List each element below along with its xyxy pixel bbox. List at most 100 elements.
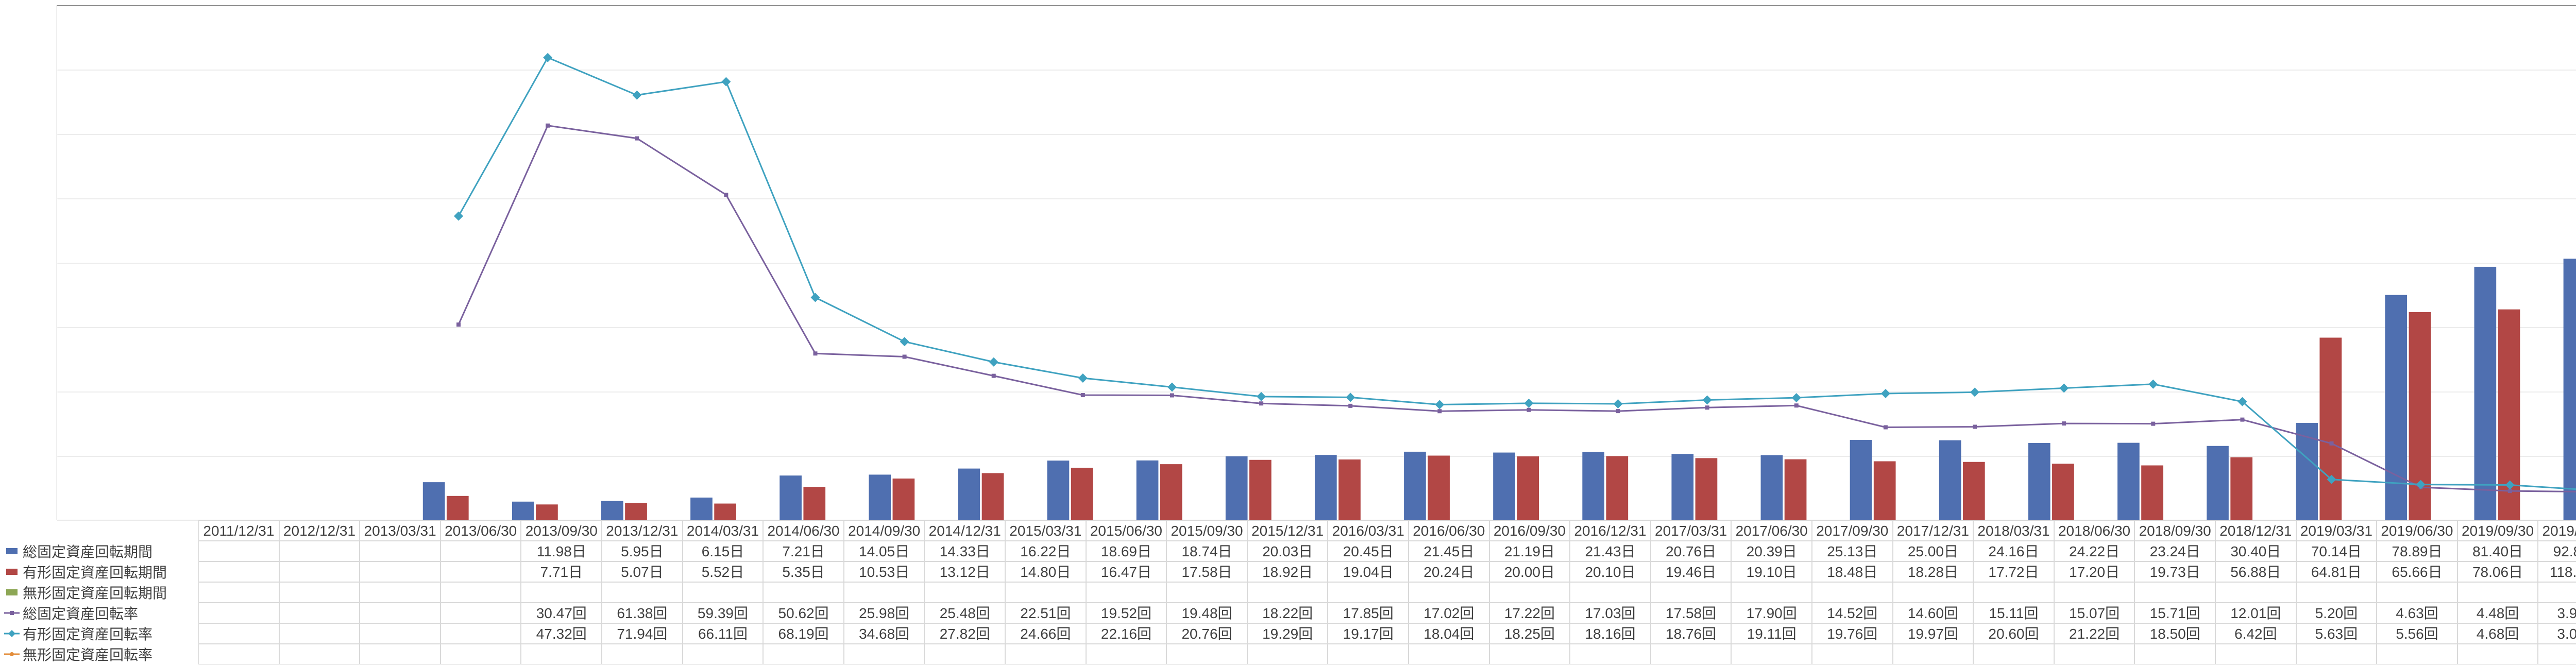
table-cell: 5.07日 [602, 561, 683, 582]
table-cell: 15.11回 [1973, 603, 2054, 623]
table-cell [924, 644, 1005, 664]
table-cell: 20.76回 [1166, 623, 1247, 644]
table-cell: 12.01回 [2215, 603, 2296, 623]
table-cell [1489, 582, 1570, 603]
table-cell: 20.03日 [1247, 541, 1328, 561]
table-cell: 64.81日 [2296, 561, 2377, 582]
table-cell: 18.25回 [1489, 623, 1570, 644]
legend-label: 総固定資産回転期間 [23, 541, 152, 561]
table-cell [2296, 582, 2377, 603]
table-cell: 21.22回 [2054, 623, 2135, 644]
table-cell [1328, 582, 1409, 603]
table-header-cell: 2014/09/30 [844, 520, 925, 541]
table-cell: 70.14日 [2296, 541, 2377, 561]
table-cell: 78.06日 [2458, 561, 2538, 582]
table-row: 有形固定資産回転期間7.71日5.07日5.52日5.35日10.53日13.1… [0, 561, 2576, 582]
table-cell [763, 644, 844, 664]
table-cell: 18.74日 [1166, 541, 1247, 561]
table-cell: 16.47日 [1086, 561, 1167, 582]
table-header-cell: 2014/12/31 [924, 520, 1005, 541]
table-cell [1812, 644, 1893, 664]
table-cell [198, 561, 279, 582]
table-cell [2215, 582, 2296, 603]
table-header-cell: 2016/03/31 [1328, 520, 1409, 541]
table-cell [2054, 582, 2135, 603]
table-cell: 3.93回 [2538, 603, 2576, 623]
table-cell [360, 582, 440, 603]
table-cell [2377, 582, 2458, 603]
table-cell [1812, 582, 1893, 603]
table-cell: 23.24日 [2134, 541, 2215, 561]
table-cell: 19.97回 [1893, 623, 1974, 644]
table-cell [1893, 582, 1974, 603]
table-cell [440, 623, 521, 644]
table-cell: 14.60回 [1893, 603, 1974, 623]
legend-marker-icon [4, 547, 20, 555]
table-header-cell: 2013/12/31 [602, 520, 683, 541]
table-header-cell: 2013/03/31 [360, 520, 440, 541]
table-cell [360, 603, 440, 623]
table-cell: 14.80日 [1005, 561, 1086, 582]
table-cell [198, 623, 279, 644]
table-cell: 25.48回 [924, 603, 1005, 623]
table-cell: 18.04回 [1409, 623, 1489, 644]
table-header-cell: 2016/12/31 [1570, 520, 1651, 541]
table-cell: 65.66日 [2377, 561, 2458, 582]
table-row: 無形固定資産回転期間18.07日無形固定資産回転期間 [0, 582, 2576, 603]
table-cell [360, 541, 440, 561]
table-cell [440, 582, 521, 603]
table-cell [2134, 582, 2215, 603]
table-header-cell: 2016/06/30 [1409, 520, 1489, 541]
table-header-cell: 2013/09/30 [521, 520, 602, 541]
table-cell: 50.62回 [763, 603, 844, 623]
data-table: 2011/12/312012/12/312013/03/312013/06/30… [0, 520, 2576, 664]
table-cell [279, 582, 360, 603]
table-cell: 17.72日 [1973, 561, 2054, 582]
table-cell: 7.21日 [763, 541, 844, 561]
table-cell: 78.89日 [2377, 541, 2458, 561]
table-cell: 18.48日 [1812, 561, 1893, 582]
table-header-cell: 2017/12/31 [1893, 520, 1974, 541]
table-cell: 25.13日 [1812, 541, 1893, 561]
legend-cell-left: 総固定資産回転率 [0, 603, 198, 623]
table-cell [2134, 644, 2215, 664]
plot-svg [57, 6, 2576, 521]
legend-marker-icon [4, 629, 20, 638]
table-header-cell: 2018/09/30 [2134, 520, 2215, 541]
table-cell: 6.15日 [683, 541, 764, 561]
table-cell: 56.88日 [2215, 561, 2296, 582]
legend-label: 有形固定資産回転期間 [23, 561, 167, 582]
table-cell [1893, 644, 1974, 664]
table-cell: 7.71日 [521, 561, 602, 582]
table-cell: 15.71回 [2134, 603, 2215, 623]
table-cell: 5.20回 [2296, 603, 2377, 623]
table-row: 総固定資産回転期間11.98日5.95日6.15日7.21日14.05日14.3… [0, 541, 2576, 561]
table-cell: 20.39日 [1731, 541, 1812, 561]
table-cell [1731, 644, 1812, 664]
table-cell [2377, 644, 2458, 664]
table-cell: 19.76回 [1812, 623, 1893, 644]
table-cell: 24.22日 [2054, 541, 2135, 561]
table-header-cell: 2012/12/31 [279, 520, 360, 541]
table-cell: 71.94回 [602, 623, 683, 644]
table-cell [844, 644, 925, 664]
table-cell [279, 561, 360, 582]
table-cell: 20.45日 [1328, 541, 1409, 561]
table-cell [360, 644, 440, 664]
table-cell: 66.11回 [683, 623, 764, 644]
table-cell: 5.56回 [2377, 623, 2458, 644]
table-cell [1166, 582, 1247, 603]
legend-label: 無形固定資産回転率 [23, 644, 152, 664]
table-cell [360, 561, 440, 582]
table-cell [683, 582, 764, 603]
table-cell: 13.12日 [924, 561, 1005, 582]
table-header-cell: 2013/06/30 [440, 520, 521, 541]
table-cell [1005, 582, 1086, 603]
table-cell [1973, 582, 2054, 603]
table-row: 有形固定資産回転率47.32回71.94回66.11回68.19回34.68回2… [0, 623, 2576, 644]
table-cell [1489, 644, 1570, 664]
legend-cell-left: 総固定資産回転期間 [0, 541, 198, 561]
table-cell [1166, 644, 1247, 664]
table-cell: 14.05日 [844, 541, 925, 561]
table-cell: 92.85日 [2538, 541, 2576, 561]
